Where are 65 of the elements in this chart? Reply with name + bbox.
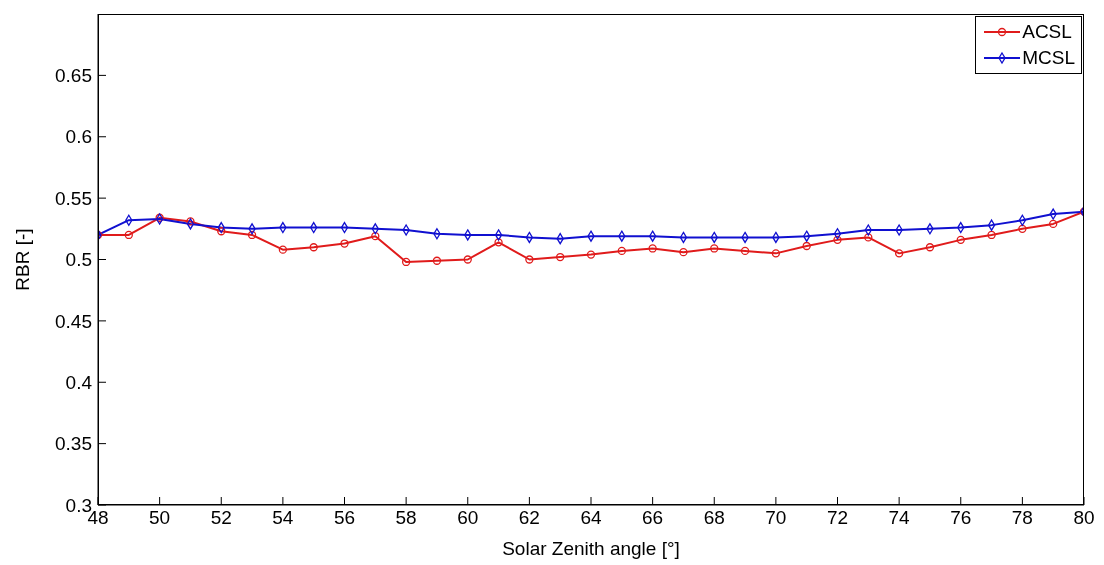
- x-tick-label: 74: [888, 507, 911, 529]
- point: [401, 257, 411, 267]
- y-tick-label: 0.4: [65, 371, 93, 393]
- x-tick-label: 52: [210, 507, 232, 529]
- point: [556, 252, 565, 262]
- y-tick-label: 0.3: [65, 494, 92, 516]
- point: [186, 218, 195, 230]
- y-tick-label: 0.35: [55, 433, 92, 455]
- x-tick-label: 58: [395, 507, 417, 529]
- point: [371, 232, 380, 241]
- point: [494, 229, 503, 241]
- point: [648, 230, 657, 242]
- point: [463, 255, 472, 264]
- point: [925, 243, 935, 252]
- point: [1049, 219, 1058, 229]
- point: [648, 244, 657, 253]
- point: [802, 241, 811, 251]
- point: [833, 235, 842, 245]
- y-tick-label: 0.55: [55, 187, 92, 209]
- point: [710, 244, 719, 253]
- x-tick-label: 54: [272, 507, 294, 529]
- x-tick-label: 62: [518, 507, 540, 529]
- point: [1018, 214, 1027, 226]
- x-tick-label: 50: [149, 507, 171, 529]
- x-tick-label: 68: [703, 507, 725, 529]
- point: [247, 230, 257, 240]
- x-tick-label: 70: [765, 507, 787, 529]
- x-tick-label: 78: [1011, 507, 1033, 529]
- point: [432, 256, 442, 265]
- point: [278, 245, 288, 254]
- point: [494, 238, 503, 247]
- point: [956, 235, 965, 245]
- point: [740, 246, 750, 256]
- x-tick-label: 60: [457, 507, 479, 529]
- y-tick-label: 0.5: [65, 249, 92, 271]
- point: [217, 227, 226, 236]
- point: [124, 230, 133, 240]
- point: [833, 228, 842, 240]
- x-tick-label: 64: [580, 507, 602, 529]
- point: [771, 249, 781, 258]
- x-tick-label: 80: [1073, 507, 1095, 529]
- x-tick-label: 56: [333, 507, 356, 529]
- y-axis-title: RBR [-]: [11, 228, 33, 291]
- x-tick-label: 66: [642, 507, 664, 529]
- point: [186, 217, 195, 226]
- y-tick-label: 0.65: [55, 65, 92, 87]
- point: [309, 243, 318, 252]
- point: [617, 246, 626, 256]
- y-tick-label: 0.45: [55, 310, 92, 332]
- x-tick-label: 76: [950, 507, 972, 529]
- point: [987, 219, 996, 231]
- x-tick-label: 72: [826, 507, 849, 529]
- point: [586, 250, 596, 259]
- legend-label: MCSL: [1022, 46, 1075, 70]
- point: [894, 249, 904, 258]
- point: [340, 239, 349, 248]
- point: [1018, 224, 1027, 233]
- point: [679, 247, 688, 257]
- y-tick-label: 0.6: [65, 126, 92, 148]
- point: [864, 233, 873, 242]
- point: [987, 230, 996, 240]
- x-axis-title: Solar Zenith angle [°]: [502, 538, 680, 559]
- point: [525, 255, 534, 264]
- legend-label: ACSL: [1022, 20, 1072, 44]
- point: [155, 213, 164, 222]
